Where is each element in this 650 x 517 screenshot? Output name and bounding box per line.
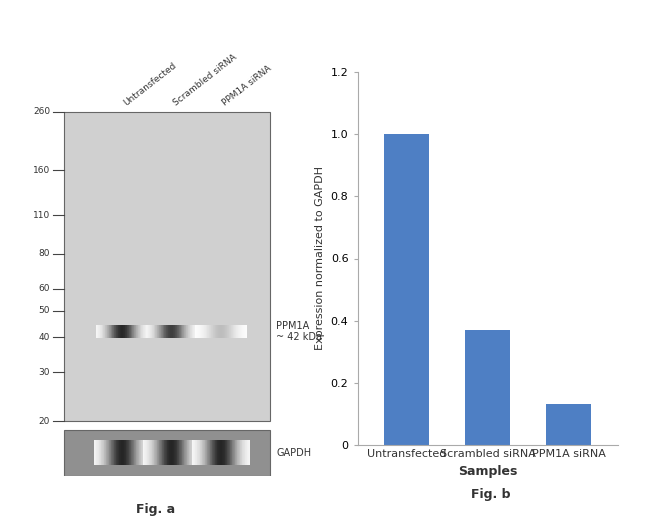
Text: 110: 110 [33,211,50,220]
Text: Fig. a: Fig. a [136,503,176,516]
Bar [64,430,270,476]
Text: 40: 40 [39,333,50,342]
Text: 260: 260 [33,107,50,116]
Text: GAPDH: GAPDH [276,448,311,458]
Text: PPM1A
~ 42 kDa: PPM1A ~ 42 kDa [276,321,322,342]
Bar [384,134,428,445]
Text: Untransfected: Untransfected [122,60,178,107]
Y-axis label: Expression normalized to GAPDH: Expression normalized to GAPDH [315,166,325,351]
Text: Fig. b: Fig. b [471,489,510,501]
X-axis label: Samples: Samples [458,465,517,478]
Bar [465,330,510,445]
Text: 160: 160 [33,166,50,175]
Text: 50: 50 [39,306,50,315]
Text: Scrambled siRNA: Scrambled siRNA [172,52,239,107]
Text: 30: 30 [39,368,50,377]
Bar [547,404,591,445]
Bar [64,112,270,421]
Text: PPM1A siRNA: PPM1A siRNA [221,63,274,107]
Text: 80: 80 [39,249,50,258]
Text: 60: 60 [39,284,50,293]
Text: 20: 20 [39,417,50,425]
